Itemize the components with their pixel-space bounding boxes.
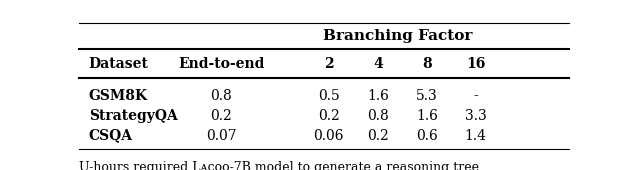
Text: 3.3: 3.3: [465, 109, 487, 123]
Text: 2: 2: [324, 57, 334, 71]
Text: End-to-end: End-to-end: [178, 57, 264, 71]
Text: 0.2: 0.2: [367, 129, 389, 143]
Text: U-hours required Lᴀᴄᴏᴏ-7B model to generate a reasoning tree: U-hours required Lᴀᴄᴏᴏ-7B model to gener…: [79, 160, 479, 170]
Text: 4: 4: [373, 57, 382, 71]
Text: 0.2: 0.2: [318, 109, 339, 123]
Text: Dataset: Dataset: [88, 57, 149, 71]
Text: 1.4: 1.4: [465, 129, 487, 143]
Text: 16: 16: [466, 57, 485, 71]
Text: 0.2: 0.2: [210, 109, 232, 123]
Text: 0.07: 0.07: [206, 129, 236, 143]
Text: 5.3: 5.3: [416, 89, 437, 103]
Text: 0.8: 0.8: [367, 109, 389, 123]
Text: 8: 8: [422, 57, 432, 71]
Text: 1.6: 1.6: [416, 109, 438, 123]
Text: -: -: [473, 89, 478, 103]
Text: CSQA: CSQA: [88, 129, 133, 143]
Text: 0.5: 0.5: [318, 89, 339, 103]
Text: GSM8K: GSM8K: [88, 89, 148, 103]
Text: 0.6: 0.6: [416, 129, 437, 143]
Text: Branching Factor: Branching Factor: [323, 29, 472, 43]
Text: 1.6: 1.6: [367, 89, 389, 103]
Text: StrategyQA: StrategyQA: [88, 109, 178, 123]
Text: 0.8: 0.8: [210, 89, 232, 103]
Text: 0.06: 0.06: [313, 129, 344, 143]
